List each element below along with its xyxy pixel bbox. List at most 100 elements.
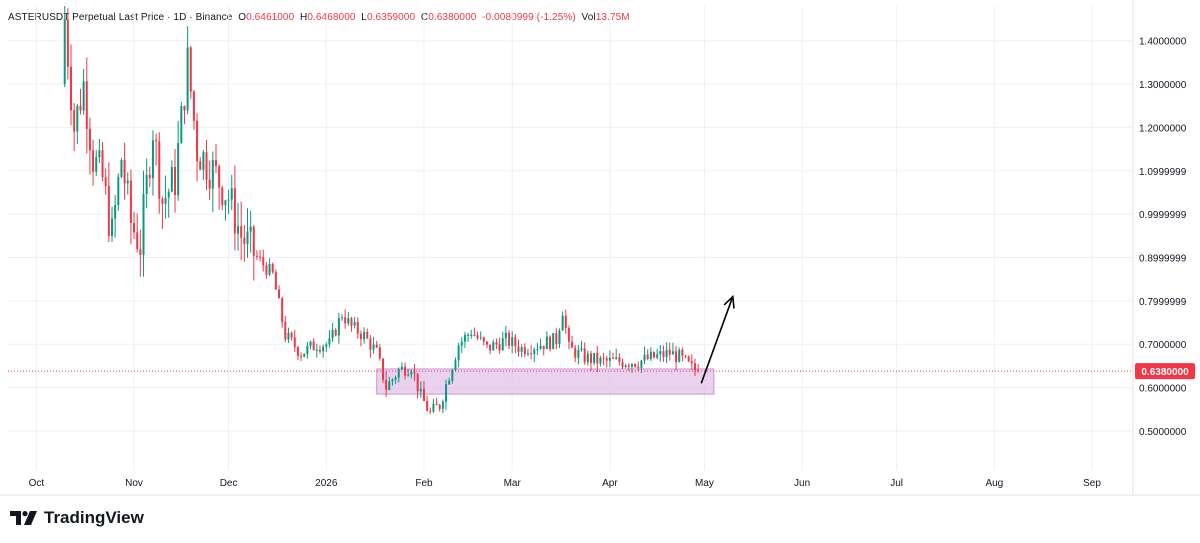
candle-body — [63, 19, 66, 85]
x-tick-label: Feb — [415, 478, 433, 489]
candle-body — [583, 348, 586, 363]
candle-body — [504, 332, 507, 339]
candle-body — [363, 331, 366, 340]
close-label: C — [420, 12, 429, 23]
candle-body — [662, 351, 665, 357]
candle-body — [145, 174, 148, 195]
candle-body — [460, 341, 463, 346]
candle-body — [249, 226, 252, 232]
candle-body — [341, 317, 344, 319]
candle-body — [92, 150, 95, 172]
candle-body — [325, 344, 328, 347]
support-zone-layer — [376, 368, 715, 395]
candle-body — [224, 200, 227, 206]
candle-body — [240, 226, 243, 238]
candle-body — [501, 338, 504, 351]
tradingview-logo-icon — [10, 511, 37, 525]
candle-body — [281, 298, 284, 323]
candle-body — [227, 199, 230, 201]
candle-body — [665, 349, 668, 357]
candle-body — [161, 198, 164, 204]
candle-body — [382, 358, 384, 380]
candle-body — [429, 410, 432, 412]
candle-body — [70, 66, 73, 111]
candle-body — [536, 348, 539, 350]
high-value: 0.6468000 — [307, 12, 356, 23]
candle-body — [649, 351, 652, 359]
projection-arrow-head — [723, 294, 735, 309]
low-value: 0.6359000 — [366, 12, 416, 23]
candle-body — [133, 223, 136, 233]
candle-body — [533, 349, 536, 354]
axes: 1.4000000 1.3000000 1.2000000 1.0999999 0.99… — [0, 0, 1200, 496]
candle-body — [630, 364, 633, 367]
candle-body — [136, 232, 139, 250]
candle-body — [489, 344, 492, 351]
candle-body — [391, 379, 394, 382]
symbol-name[interactable]: ASTERUSDT Perpetual Last Price — [8, 12, 165, 23]
x-tick-label: Sep — [1083, 478, 1101, 489]
candle-body — [394, 377, 397, 380]
candle-body — [95, 157, 98, 172]
candle-body — [189, 47, 192, 92]
candle-body — [410, 372, 413, 375]
candle-body — [205, 152, 208, 180]
candle-body — [243, 237, 246, 244]
candle-body — [448, 380, 451, 385]
chart-header: ASTERUSDT Perpetual Last Price · 1D · Bi… — [8, 12, 630, 23]
tradingview-brand[interactable]: TradingView — [10, 508, 144, 528]
overlays: 0.6380000 — [8, 294, 1195, 384]
candle-body — [687, 356, 690, 362]
candle-body — [457, 345, 460, 361]
candle-body — [426, 400, 429, 411]
candle-body — [523, 347, 526, 355]
candle-body — [318, 349, 321, 352]
candle-body — [451, 369, 454, 381]
candle-body — [221, 187, 224, 206]
candle-body — [545, 336, 548, 349]
candle-body — [375, 344, 378, 348]
candle-body — [259, 256, 262, 258]
y-tick-label: 0.8999999 — [1139, 254, 1187, 265]
candle-body — [596, 352, 599, 364]
header-separator: · — [186, 12, 196, 23]
candle-body — [170, 167, 173, 192]
candle-body — [564, 315, 567, 329]
candle-body — [675, 351, 678, 362]
candle-body — [233, 188, 236, 234]
candle-body — [255, 255, 258, 257]
candle-body — [312, 341, 315, 351]
candle-body — [287, 332, 290, 340]
candle-body — [183, 106, 186, 111]
volume-value: 13.75M — [595, 12, 630, 23]
candle-body — [463, 335, 466, 342]
candle-body — [356, 322, 359, 334]
candle-body — [366, 331, 369, 339]
open-label: O — [238, 12, 247, 23]
candle-body — [296, 347, 299, 356]
candle-body — [306, 345, 309, 354]
timeframe[interactable]: 1D — [173, 12, 187, 23]
candle-body — [353, 322, 356, 326]
candle-body — [372, 344, 375, 350]
candle-body — [549, 336, 552, 349]
candle-body — [599, 357, 602, 364]
candle-body — [646, 354, 649, 359]
candle-body — [202, 152, 205, 170]
x-tick-label: May — [695, 478, 714, 489]
candle-body — [123, 160, 126, 184]
candle-body — [186, 47, 189, 111]
x-tick-label: Oct — [29, 478, 45, 489]
candle-body — [577, 349, 580, 358]
x-tick-label: Jun — [794, 478, 810, 489]
candle-body — [385, 379, 388, 390]
candle-body — [110, 218, 113, 236]
candle-body — [322, 346, 325, 352]
candle-body — [678, 349, 681, 362]
candle-body — [66, 19, 69, 67]
candle-body — [114, 205, 117, 219]
low-label: L — [361, 12, 367, 23]
candle-body — [419, 388, 422, 392]
candle-body — [278, 289, 281, 299]
